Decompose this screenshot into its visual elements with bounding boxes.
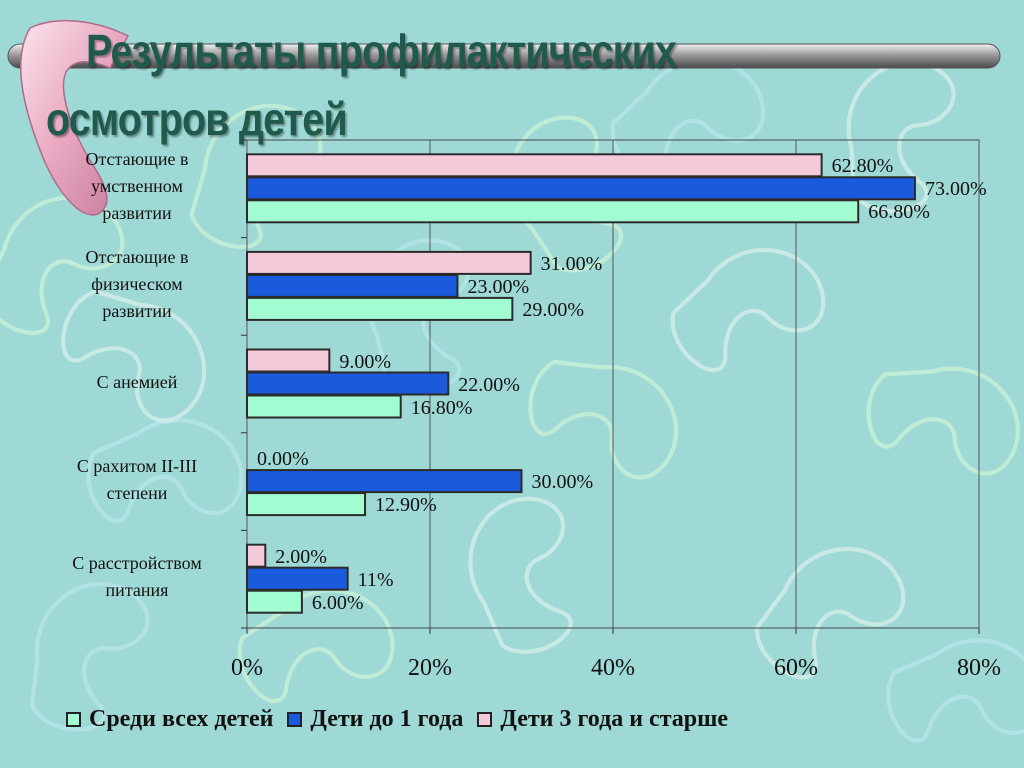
category-label-line: С расстройством — [72, 553, 202, 574]
bar — [246, 199, 860, 224]
data-label: 16.80% — [410, 396, 473, 419]
legend-label: Дети 3 года и старше — [500, 706, 729, 732]
bar — [246, 589, 303, 614]
legend-label: Среди всех детей — [89, 706, 274, 732]
legend-label: Дети до 1 года — [310, 706, 464, 732]
data-label: 9.00% — [339, 350, 392, 373]
bar — [246, 273, 459, 298]
category-label: С рахитом II-III степени — [37, 453, 237, 507]
data-label: 11% — [357, 568, 394, 591]
bar — [246, 250, 532, 275]
data-label: 6.00% — [311, 591, 364, 614]
x-tick-label: 0% — [231, 655, 263, 681]
category-label: Отстающие в умственном развитии — [37, 146, 237, 227]
background-squiggle — [866, 366, 1020, 476]
legend-swatch — [287, 712, 303, 727]
title-metal-bar — [7, 43, 1001, 69]
pink-boomerang-shape — [19, 19, 130, 216]
category-label-line: С рахитом II-III — [76, 455, 198, 476]
title-decoration — [7, 19, 1001, 216]
bar — [246, 371, 450, 396]
background-squiggle — [528, 359, 679, 480]
background-squiggle — [86, 418, 244, 523]
background-squiggle — [468, 496, 573, 654]
category-label-line: Отстающие в — [85, 149, 189, 170]
bar — [246, 348, 331, 373]
data-label: 22.00% — [458, 373, 520, 396]
data-label: 23.00% — [467, 275, 530, 298]
data-label: 62.80% — [831, 155, 894, 178]
category-label-line: развитии — [102, 300, 172, 321]
page-title-line-2: осмотров детей — [46, 93, 348, 145]
background-squiggle — [61, 289, 207, 423]
bar — [246, 566, 349, 591]
bar — [246, 492, 367, 517]
x-tick-label: 40% — [591, 655, 635, 681]
chart-legend: Среди всех детей Дети до 1 года Дети 3 год… — [66, 706, 742, 733]
x-tick-label: 20% — [408, 655, 452, 681]
legend-swatch — [66, 712, 81, 727]
legend-item: Среди всех детей — [66, 706, 273, 733]
category-label-line: питания — [105, 580, 169, 601]
category-label: С анемией — [37, 369, 237, 396]
x-tick-label: 60% — [774, 655, 818, 681]
data-label: 29.00% — [522, 298, 585, 321]
background-squiggle — [754, 547, 906, 680]
category-label-line: Отстающие в — [85, 246, 189, 267]
data-label: 30.00% — [531, 471, 594, 494]
category-label-line: физическом — [91, 273, 183, 294]
legend-item: Дети 3 года и старше — [477, 706, 728, 733]
background-squiggle — [29, 581, 150, 732]
x-tick-label: 80% — [957, 655, 1001, 681]
category-label: С расстройством питания — [37, 550, 237, 604]
data-label: 12.90% — [375, 494, 437, 517]
bar — [246, 394, 402, 419]
background-squiggle — [846, 60, 956, 214]
data-label: 31.00% — [540, 252, 603, 275]
legend-item: Дети до 1 года — [287, 706, 463, 733]
data-label: 0.00% — [257, 448, 309, 471]
bar — [246, 153, 823, 178]
category-label-line: умственном — [91, 176, 183, 197]
background-squiggle — [237, 588, 395, 704]
data-label: 73.00% — [924, 178, 987, 201]
category-label-line: развитии — [102, 203, 172, 224]
category-label: Отстающие в физическом развитии — [37, 244, 237, 325]
legend-swatch — [477, 712, 493, 727]
bar — [246, 296, 514, 321]
background-squiggle — [670, 247, 826, 373]
page-title-line-1: Результаты профилактических — [86, 25, 677, 77]
bar — [246, 469, 523, 494]
bar — [246, 176, 916, 201]
category-label-line: степени — [106, 482, 168, 503]
category-label-line: С анемией — [96, 371, 178, 392]
data-label: 66.80% — [868, 201, 930, 224]
data-label: 2.00% — [275, 545, 327, 568]
bar — [246, 543, 267, 568]
background-squiggle — [886, 638, 1024, 743]
